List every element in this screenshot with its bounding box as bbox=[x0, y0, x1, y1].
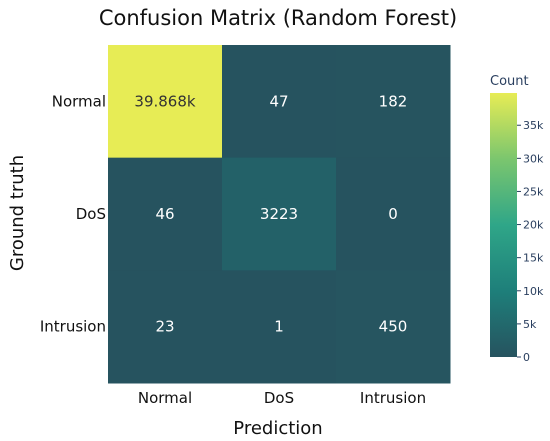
colorbar-title: Count bbox=[490, 74, 529, 89]
cell-value-label: 450 bbox=[379, 318, 408, 336]
cell-value-label: 47 bbox=[269, 92, 288, 110]
y-axis-ticks: Normal DoS Intrusion bbox=[40, 92, 106, 335]
colorbar-tick-label: 5k bbox=[523, 318, 537, 331]
cell-value-label: 182 bbox=[379, 92, 408, 110]
cell-value-label: 39.868k bbox=[134, 92, 195, 110]
colorbar-tick-label: 15k bbox=[523, 252, 544, 265]
x-axis-ticks: Normal DoS Intrusion bbox=[138, 389, 426, 407]
y-axis-title: Ground truth bbox=[7, 155, 28, 271]
colorbar-tick-label: 25k bbox=[523, 185, 544, 198]
colorbar-tick-label: 20k bbox=[523, 219, 544, 232]
cell-value-label: 3223 bbox=[260, 205, 298, 223]
y-tick-label: Intrusion bbox=[40, 318, 106, 336]
x-tick-label: Intrusion bbox=[360, 389, 426, 407]
heatmap-cell bbox=[336, 157, 451, 271]
y-tick-label: DoS bbox=[76, 205, 106, 223]
colorbar-tick-label: 0 bbox=[523, 351, 530, 364]
x-tick-label: Normal bbox=[138, 389, 192, 407]
heatmap-cell bbox=[222, 270, 337, 384]
x-axis-title: Prediction bbox=[233, 418, 322, 439]
colorbar-ticks: 0 5k 10k 15k 20k 25k 30k 35k bbox=[517, 119, 544, 364]
heatmap-cells bbox=[108, 45, 451, 384]
cell-value-label: 0 bbox=[388, 205, 398, 223]
cell-value-label: 1 bbox=[274, 318, 284, 336]
heatmap-cell bbox=[336, 45, 451, 159]
chart-title: Confusion Matrix (Random Forest) bbox=[99, 6, 457, 30]
x-tick-label: DoS bbox=[264, 389, 294, 407]
colorbar-tick-label: 10k bbox=[523, 285, 544, 298]
heatmap-cell bbox=[222, 157, 337, 271]
cell-value-label: 23 bbox=[155, 318, 174, 336]
heatmap-cell bbox=[108, 270, 223, 384]
cell-value-label: 46 bbox=[155, 205, 174, 223]
heatmap-cell bbox=[222, 45, 337, 159]
colorbar-tick-label: 35k bbox=[523, 119, 544, 132]
heatmap-cell-labels: 39.868k 47 182 46 3223 0 23 1 450 bbox=[134, 92, 407, 335]
heatmap-cell bbox=[108, 157, 223, 271]
colorbar-gradient bbox=[490, 93, 517, 357]
heatmap-cell bbox=[108, 45, 223, 159]
colorbar: Count 0 5k 10k 15k 20k 25k 30k 35k bbox=[490, 74, 544, 364]
colorbar-tick-label: 30k bbox=[523, 152, 544, 165]
heatmap-cell bbox=[336, 270, 451, 384]
y-tick-label: Normal bbox=[52, 92, 106, 110]
